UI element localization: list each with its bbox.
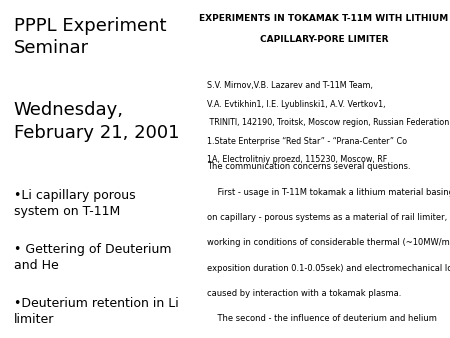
Text: TRINITI, 142190, Troitsk, Moscow region, Russian Federation: TRINITI, 142190, Troitsk, Moscow region,… bbox=[207, 118, 449, 127]
Text: PPPL Experiment
Seminar: PPPL Experiment Seminar bbox=[14, 17, 166, 57]
Text: The second - the influence of deuterium and helium: The second - the influence of deuterium … bbox=[207, 314, 437, 323]
Text: exposition duration 0.1-0.05sek) and electromechanical loads: exposition duration 0.1-0.05sek) and ele… bbox=[207, 264, 450, 273]
Text: CAPILLARY-PORE LIMITER: CAPILLARY-PORE LIMITER bbox=[260, 35, 388, 45]
Text: • Gettering of Deuterium
and He: • Gettering of Deuterium and He bbox=[14, 243, 171, 272]
Text: V.A. Evtikhin1, I.E. Lyublinski1, A.V. Vertkov1,: V.A. Evtikhin1, I.E. Lyublinski1, A.V. V… bbox=[207, 100, 386, 109]
Text: Wednesday,
February 21, 2001: Wednesday, February 21, 2001 bbox=[14, 101, 179, 142]
Text: on capillary - porous systems as a material of rail limiter,: on capillary - porous systems as a mater… bbox=[207, 213, 447, 222]
Text: working in conditions of considerable thermal (~10MW/m² ,: working in conditions of considerable th… bbox=[207, 238, 450, 247]
Text: 1A, Electrolitniy proezd, 115230, Moscow, RF: 1A, Electrolitniy proezd, 115230, Moscow… bbox=[207, 155, 387, 165]
Text: 1.State Enterprise “Red Star” - “Prana-Center” Co: 1.State Enterprise “Red Star” - “Prana-C… bbox=[207, 137, 407, 146]
Text: caused by interaction with a tokamak plasma.: caused by interaction with a tokamak pla… bbox=[207, 289, 401, 298]
Text: •Li capillary porous
system on T-11M: •Li capillary porous system on T-11M bbox=[14, 189, 135, 218]
Text: S.V. Mirnov,V.B. Lazarev and T-11M Team,: S.V. Mirnov,V.B. Lazarev and T-11M Team, bbox=[207, 81, 373, 90]
Text: The communication concerns several questions.: The communication concerns several quest… bbox=[207, 162, 410, 171]
Text: EXPERIMENTS IN TOKAMAK T-11M WITH LITHIUM: EXPERIMENTS IN TOKAMAK T-11M WITH LITHIU… bbox=[199, 14, 449, 23]
Text: First - usage in T-11M tokamak a lithium material basing: First - usage in T-11M tokamak a lithium… bbox=[207, 188, 450, 197]
Text: •Deuterium retention in Li
limiter: •Deuterium retention in Li limiter bbox=[14, 297, 178, 327]
